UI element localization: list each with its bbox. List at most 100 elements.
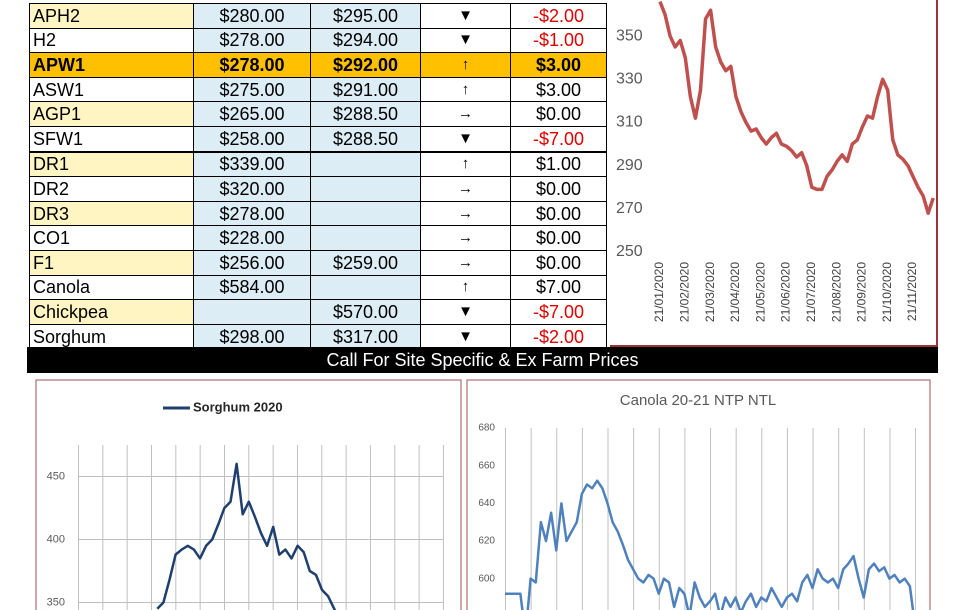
y-tick-label: 330 [616,71,643,88]
y-tick-label: 680 [478,423,495,434]
grade: DR2 [29,176,194,202]
trend: ▼ [420,299,511,325]
y-tick-label: 250 [616,243,643,260]
price [310,225,421,251]
grade: APH2 [29,3,194,29]
grade: DR3 [29,200,194,227]
grade: ASW1 [29,76,194,103]
grade: F1 [29,249,194,276]
x-tick-label: 21/06/2020 [779,262,793,322]
price: $317.00 [310,323,421,350]
price: $256.00 [193,249,311,276]
price-row: CO1 $228.00 → $0.00 [29,225,607,251]
price-row: ASW1 $275.00 $291.00 ↑ $3.00 [29,76,607,103]
y-tick-label: 600 [478,573,495,584]
y-tick-label: 450 [47,470,65,482]
x-grid [78,445,444,610]
price: $292.00 [310,52,421,78]
change: -$1.00 [510,27,607,54]
price: $584.00 [193,274,311,301]
change: -$2.00 [510,3,607,29]
grade: SFW1 [29,125,194,153]
price: $278.00 [193,27,311,54]
price [310,200,421,227]
price: $294.00 [310,27,421,54]
change: $7.00 [510,274,607,301]
trend: ▼ [420,125,511,153]
price-row: Chickpea $570.00 ▼ -$7.00 [29,299,607,325]
change: -$7.00 [510,125,607,153]
trend: → [420,176,511,202]
canola-chart: 600 620 640 660 680 Canola 20-21 NTP NTL [466,379,931,610]
x-tick-label: 21/01/2020 [652,262,666,322]
grade: DR1 [29,151,194,178]
banner: Call For Site Specific & Ex Farm Prices [27,347,938,373]
price: $320.00 [193,176,311,202]
trend: ▼ [420,323,511,350]
price-row: H2 $278.00 $294.00 ▼ -$1.00 [29,27,607,54]
y-tick-label: 270 [616,200,643,217]
grade: Sorghum [29,323,194,350]
y-tick-label: 400 [47,533,65,545]
price-row: DR2 $320.00 → $0.00 [29,176,607,202]
change: -$7.00 [510,299,607,325]
wheat-chart: 250 270 290 310 330 350 370 21/01/2020 21/02/202… [610,0,938,347]
data-line [658,0,935,215]
trend: ▼ [420,3,511,29]
price: $278.00 [193,200,311,227]
price [310,274,421,301]
x-tick-label: 21/03/2020 [703,262,717,322]
change: $0.00 [510,200,607,227]
y-tick-label: 620 [478,536,495,547]
change: $0.00 [510,176,607,202]
trend: ↑ [420,76,511,103]
grade: AGP1 [29,101,194,127]
x-tick-label: 21/09/2020 [855,262,869,322]
y-tick-label: 290 [616,157,643,174]
grade: H2 [29,27,194,54]
grade: CO1 [29,225,194,251]
price-row: APH2 $280.00 $295.00 ▼ -$2.00 [29,3,607,29]
price: $291.00 [310,76,421,103]
price: $258.00 [193,125,311,153]
y-tick-label: 310 [616,114,643,131]
grade: Chickpea [29,299,194,325]
price: $288.50 [310,101,421,127]
trend: → [420,101,511,127]
change: $1.00 [510,151,607,178]
y-tick-label: 660 [478,460,495,471]
y-tick-label: 350 [616,27,643,44]
price: $570.00 [310,299,421,325]
change: $0.00 [510,101,607,127]
data-line [156,462,337,610]
change: $3.00 [510,52,607,78]
x-tick-label: 21/05/2020 [753,262,767,322]
x-tick-label: 21/02/2020 [677,262,691,322]
x-grid [505,428,916,610]
grade: APW1 [29,52,194,78]
change: $0.00 [510,249,607,276]
trend: → [420,225,511,251]
y-tick-label: 350 [47,596,65,608]
price [310,176,421,202]
change: $0.00 [510,225,607,251]
price: $298.00 [193,323,311,350]
price-row: APW1 $278.00 $292.00 ↑ $3.00 [29,52,607,78]
sorghum-chart: 350 400 450 Sorghum 2020 [35,379,462,610]
data-line [505,479,915,610]
x-tick-label: 21/07/2020 [804,262,818,322]
price: $339.00 [193,151,311,178]
price: $259.00 [310,249,421,276]
price-row: DR1 $339.00 ↑ $1.00 [29,151,607,178]
price: $265.00 [193,101,311,127]
y-tick-label: 370 [616,0,643,1]
y-tick-label: 640 [478,498,495,509]
x-tick-label: 21/08/2020 [829,262,843,322]
grade: Canola [29,274,194,301]
price: $280.00 [193,3,311,29]
price: $278.00 [193,52,311,78]
trend: ↑ [420,274,511,301]
price: $295.00 [310,3,421,29]
price [193,299,311,325]
